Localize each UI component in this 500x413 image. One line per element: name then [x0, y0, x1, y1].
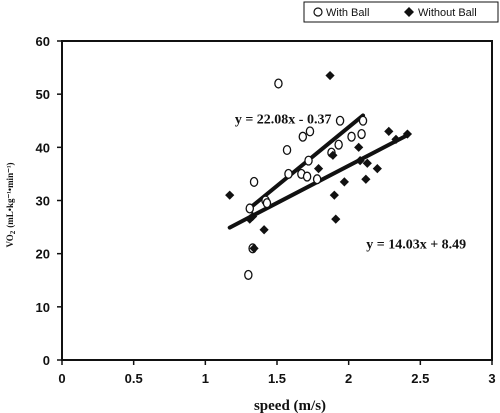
legend-box	[303, 1, 499, 23]
point-without-ball	[372, 164, 382, 174]
y-axis-label-main: VO	[5, 234, 15, 247]
point-with-ball	[334, 139, 343, 150]
y-tick-label: 30	[36, 194, 50, 209]
y-tick-label: 20	[36, 247, 50, 262]
equation-annotations: y = 22.08x - 0.37 y = 14.03x + 8.49	[235, 112, 466, 252]
point-without-ball	[402, 129, 413, 139]
point-without-ball	[355, 156, 365, 166]
point-without-ball	[391, 134, 401, 144]
x-tick-label: 3	[488, 371, 495, 386]
legend-open-circle-icon	[313, 7, 323, 17]
point-with-ball	[245, 203, 255, 214]
y-tick-label: 0	[43, 353, 50, 368]
point-without-ball	[225, 190, 235, 200]
x-tick-label: 0.5	[125, 371, 143, 386]
y-tick-label: 40	[36, 140, 50, 155]
data-points	[225, 70, 413, 280]
point-without-ball	[248, 211, 258, 222]
equation-label: y = 14.03x + 8.49	[366, 237, 466, 252]
y-tick-label: 50	[36, 87, 50, 102]
legend-with-ball: With Ball	[326, 7, 369, 19]
point-with-ball	[298, 131, 308, 142]
point-with-ball	[312, 174, 322, 185]
point-without-ball	[384, 126, 394, 136]
y-axis-label-subscript: 2	[9, 230, 17, 234]
y-axis-label-units: (mL•kg⁻¹•min⁻¹)	[5, 162, 15, 227]
point-with-ball	[335, 115, 345, 126]
x-tick-label: 1	[202, 371, 209, 386]
legend-filled-diamond-icon	[404, 7, 414, 17]
point-with-ball	[282, 144, 292, 156]
point-without-ball	[249, 243, 259, 253]
plot-frame	[61, 40, 493, 361]
point-without-ball	[328, 150, 338, 160]
point-with-ball	[249, 176, 259, 187]
point-with-ball	[305, 126, 315, 137]
point-with-ball	[274, 78, 283, 89]
y-axis-label: VO2 (mL•kg⁻¹•min⁻¹)	[5, 162, 17, 247]
point-without-ball	[362, 158, 372, 168]
axes	[57, 40, 493, 365]
point-with-ball	[244, 269, 253, 280]
legend: With Ball Without Ball	[303, 1, 499, 23]
point-with-ball	[302, 171, 312, 182]
point-without-ball	[325, 70, 335, 81]
y-tick-label: 60	[36, 34, 50, 49]
y-tick-label: 10	[36, 300, 50, 315]
point-with-ball	[262, 198, 272, 209]
point-without-ball	[354, 142, 364, 152]
legend-without-ball: Without Ball	[418, 7, 477, 19]
x-tick-labels: 0 0.5 1 1.5 2 2.5 3	[58, 371, 495, 386]
point-without-ball	[259, 225, 269, 235]
point-without-ball	[313, 164, 324, 174]
x-tick-label: 1.5	[268, 371, 286, 386]
point-without-ball	[329, 190, 339, 200]
point-without-ball	[331, 214, 341, 224]
point-with-ball	[284, 168, 293, 179]
x-tick-label: 2	[345, 371, 352, 386]
y-tick-labels: 0 10 20 30 40 50 60	[36, 34, 50, 368]
equation-label: y = 22.08x - 0.37	[235, 112, 332, 127]
x-tick-label: 0	[58, 371, 65, 386]
point-with-ball	[347, 131, 356, 142]
x-axis-label: speed (m/s)	[254, 398, 326, 413]
point-without-ball	[361, 174, 371, 184]
x-tick-label: 2.5	[411, 371, 429, 386]
point-without-ball	[339, 177, 349, 187]
point-with-ball	[358, 115, 368, 126]
point-with-ball	[357, 128, 366, 140]
point-with-ball	[304, 155, 313, 166]
